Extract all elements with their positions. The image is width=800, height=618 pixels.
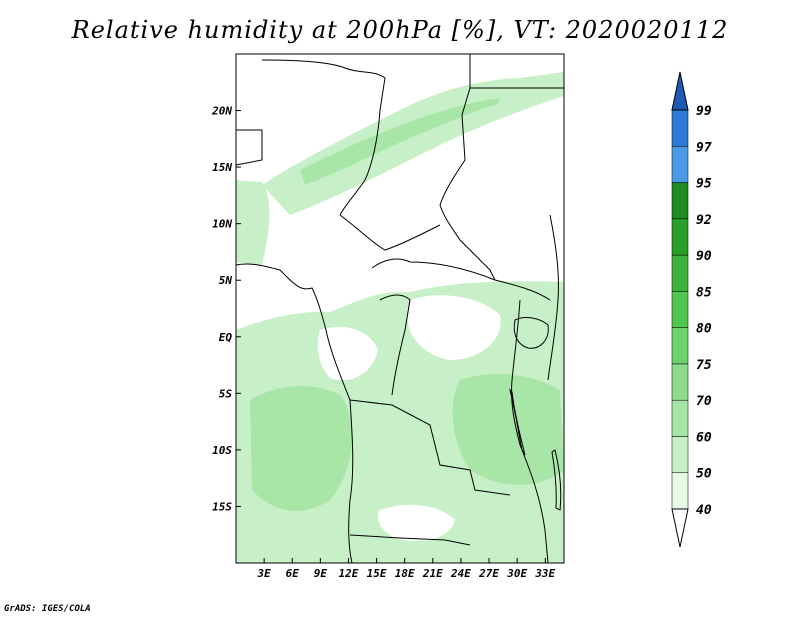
lon-tick-label: 18E [395,567,415,580]
humidity-dry-patch-coast [317,326,378,381]
colorbar-label: 40 [696,503,712,518]
humidity-southern-core-west [250,385,353,511]
border-north-1 [236,129,263,166]
map-frame [235,53,565,564]
map-title: Relative humidity at 200hPa [%], VT: 202… [71,16,729,44]
border-north-2 [261,59,386,216]
colorbar-label: 97 [696,140,712,155]
border-angola-south [349,534,471,546]
colorbar-segment [671,291,689,328]
lake-victoria [513,317,549,349]
colorbar-segment [671,472,689,510]
colorbar-segment [671,399,689,437]
colorbar-segment [671,327,689,365]
lat-tick-label: 15N [212,161,232,174]
lon-tick-label: 9E [314,567,328,580]
colorbar-label: 80 [696,322,712,337]
lon-tick-label: 30E [506,567,527,580]
border-central-1 [339,214,441,251]
lon-tick-label: 21E [422,567,443,580]
border-central-2 [371,258,551,301]
border-east-lakes [511,299,549,563]
lon-tick-label: 15E [367,567,387,580]
colorbar-label: 95 [696,177,712,192]
lat-tick-label: EQ [219,331,233,344]
lat-tick-label: 10N [212,218,232,231]
colorbar-segment [671,182,689,220]
colorbar-segment [671,109,689,147]
border-central-3 [379,294,411,396]
colorbar: 40 50 60 70 75 80 85 90 92 95 97 99 [671,71,712,548]
colorbar-label: 92 [696,213,712,228]
humidity-southern-core-east [452,374,564,485]
humidity-band-northern [262,72,564,215]
grads-credit: GrADS: IGES/COLA [4,604,91,614]
humidity-dry-patch-south [378,504,455,541]
colorbar-label: 90 [696,249,712,264]
lon-tick-label: 24E [450,567,471,580]
border-congo-angola [349,399,511,496]
colorbar-label: 70 [696,394,712,409]
colorbar-label: 85 [696,285,712,300]
colorbar-segment [671,363,689,401]
lat-tick-label: 20N [211,105,232,118]
lon-tick-label: 12E [339,567,359,580]
lake-tanganyika [509,388,526,456]
colorbar-segment [671,436,689,473]
longitude-axis: 3E 6E 9E 12E 15E 18E 21E 24E 27E 30E 33E [256,558,556,580]
colorbar-top-arrow [671,71,689,111]
humidity-dry-patch-central [407,295,501,360]
borders-coastlines [236,54,564,563]
colorbar-bottom-arrow [671,508,689,548]
lat-tick-label: 5N [219,274,233,287]
colorbar-label: 60 [696,430,712,445]
coastline-west-africa [236,263,354,563]
lat-tick-label: 15S [212,500,232,513]
colorbar-segment [671,146,689,183]
colorbar-label: 99 [696,104,712,119]
lon-tick-label: 6E [286,567,300,580]
humidity-field [236,72,564,563]
colorbar-segment [671,254,689,292]
lon-tick-label: 27E [478,567,499,580]
colorbar-segment [671,218,689,256]
border-chad-east [439,87,496,281]
lat-tick-label: 10S [212,444,232,457]
colorbar-label: 50 [696,467,712,482]
border-east-2 [547,214,559,381]
humidity-band-northern-core [300,98,500,185]
lat-tick-label: 5S [219,387,233,400]
lon-tick-label: 3E [256,567,271,580]
colorbar-label: 75 [696,358,712,373]
lon-tick-label: 33E [534,567,555,580]
humidity-west-sahel [236,180,270,265]
lake-malawi [551,449,562,511]
latitude-axis: 20N 15N 10N 5N EQ 5S 10S 15S [211,105,241,513]
